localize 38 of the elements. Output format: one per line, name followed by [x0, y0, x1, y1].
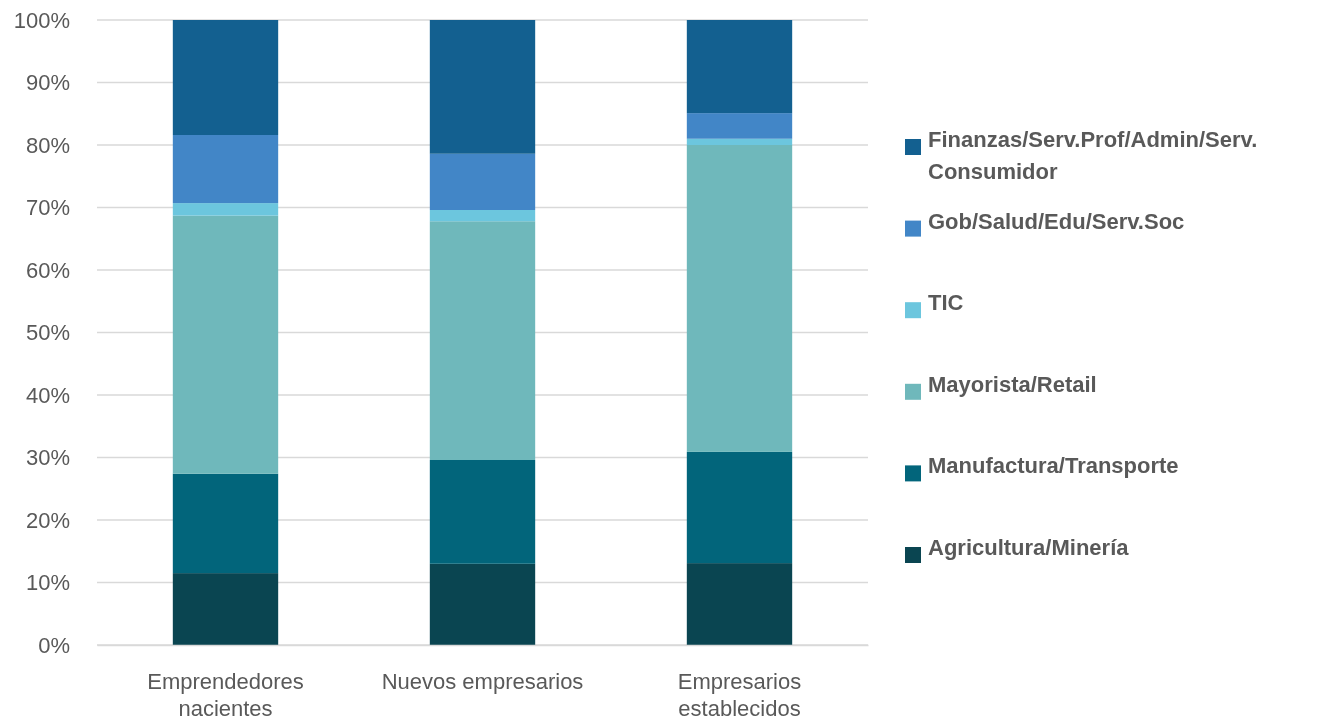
legend-label: TIC — [928, 290, 964, 316]
bar — [429, 221, 536, 460]
y-tick-label: 60% — [25, 257, 70, 283]
y-tick-label: 10% — [25, 570, 70, 596]
x-tick-label: Nuevos empresarios — [381, 669, 584, 694]
bar — [172, 473, 279, 574]
bar — [686, 145, 793, 452]
bar — [172, 215, 279, 474]
legend-label: Gob/Salud/Edu/Serv.Soc — [928, 208, 1185, 234]
bar — [429, 460, 536, 564]
bar — [429, 153, 536, 210]
y-tick-label: 30% — [25, 445, 70, 471]
y-tick-label: 100% — [13, 7, 70, 33]
bar — [429, 20, 536, 154]
x-tick-label: Emprendedores nacientes — [147, 669, 304, 721]
x-tick-label: Empresarios establecidos — [677, 669, 802, 721]
y-tick-label: 80% — [25, 132, 70, 158]
y-tick-label: 20% — [25, 507, 70, 533]
bar — [686, 113, 793, 139]
y-tick-label: 70% — [25, 195, 70, 221]
y-tick-label: 0% — [38, 632, 70, 658]
legend-label: Agricultura/Minería — [928, 535, 1130, 560]
bar — [686, 20, 793, 114]
legend-label: Finanzas/Serv.Prof/Admin/Serv. Consumidor — [928, 127, 1258, 184]
legend-label: Manufactura/Transporte — [928, 453, 1179, 479]
y-tick-label: 90% — [25, 70, 70, 96]
bar — [172, 203, 279, 216]
legend-label: Mayorista/Retail — [928, 371, 1097, 397]
bar — [172, 573, 279, 645]
bar — [686, 451, 793, 564]
bar — [686, 563, 793, 645]
bar — [172, 135, 279, 204]
bar — [429, 563, 536, 645]
bar — [172, 20, 279, 135]
bar — [686, 138, 793, 145]
bar — [429, 210, 536, 222]
y-tick-label: 50% — [25, 320, 70, 346]
y-tick-label: 40% — [25, 382, 70, 408]
